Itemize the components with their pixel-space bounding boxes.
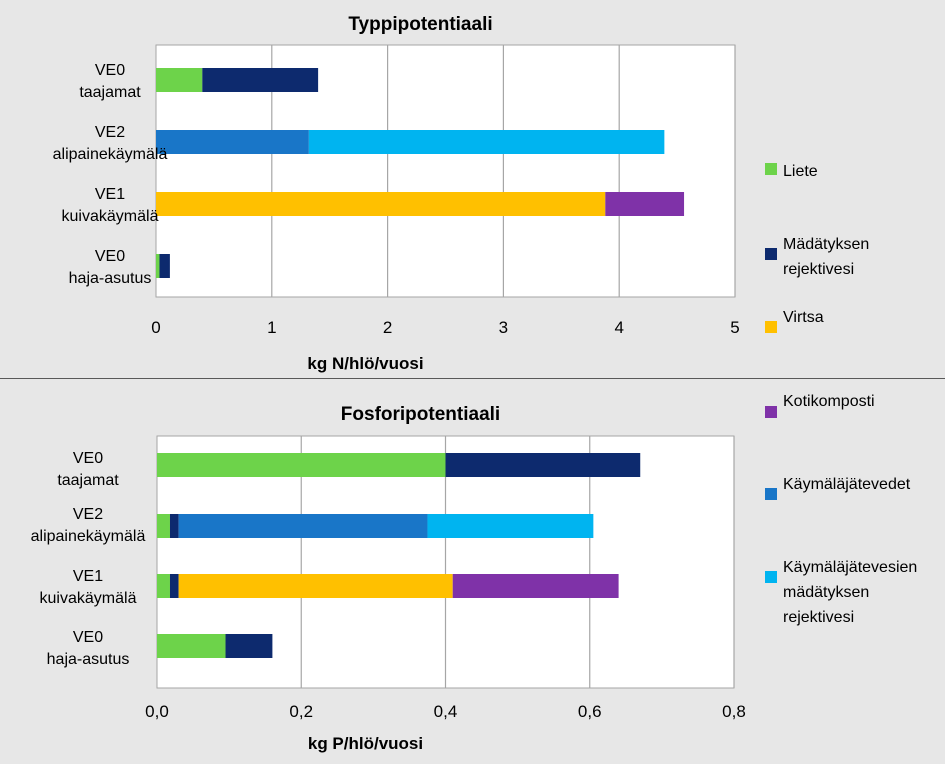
legend-label: mädätyksen [783, 584, 869, 601]
category-label: haja-asutus [69, 270, 152, 287]
legend-swatch-kotikomposti [765, 406, 777, 418]
legend-swatch-madatyksen_rejektivesi [765, 248, 777, 260]
bar-kotikomposti [452, 574, 619, 598]
category-label: VE2 [95, 124, 125, 141]
bar-liete [157, 514, 170, 538]
x-tick-label: 0 [151, 318, 160, 337]
x-tick-label: 0,8 [722, 702, 746, 721]
category-label: haja-asutus [47, 651, 130, 668]
x-axis-label: kg P/hlö/vuosi [308, 734, 423, 753]
bar-liete [157, 453, 446, 477]
bar-madatyksen_rejektivesi [159, 254, 170, 278]
panel-divider [0, 378, 945, 379]
x-tick-label: 2 [383, 318, 392, 337]
bar-virtsa [156, 192, 606, 216]
x-tick-label: 0,0 [145, 702, 169, 721]
bar-liete [156, 254, 160, 278]
category-label: VE1 [73, 568, 103, 585]
category-label: VE1 [95, 186, 125, 203]
bar-kaymalajatevesien_rejektivesi [308, 130, 665, 154]
chart-title: Typpipotentiaali [348, 14, 492, 35]
bar-kaymalajatevesien_rejektivesi [427, 514, 594, 538]
bar-madatyksen_rejektivesi [169, 514, 179, 538]
x-tick-label: 0,2 [289, 702, 313, 721]
bar-virtsa [178, 574, 453, 598]
category-label: VE0 [95, 62, 125, 79]
category-label: VE0 [95, 248, 125, 265]
x-tick-label: 4 [614, 318, 623, 337]
legend-label: Mädätyksen [783, 236, 869, 253]
category-label: VE0 [73, 629, 103, 646]
bar-kotikomposti [605, 192, 685, 216]
bar-liete [156, 68, 203, 92]
category-label: alipainekäymälä [31, 528, 146, 545]
legend-label: rejektivesi [783, 261, 854, 278]
category-label: alipainekäymälä [53, 146, 168, 163]
bar-liete [157, 574, 170, 598]
bar-kaymalajatevedet [178, 514, 428, 538]
legend-label: Käymäläjätevesien [783, 559, 917, 576]
legend-label: Kotikomposti [783, 393, 875, 410]
legend-label: Käymäläjätevedet [783, 476, 911, 493]
bar-madatyksen_rejektivesi [225, 634, 273, 658]
bar-madatyksen_rejektivesi [169, 574, 179, 598]
bar-kaymalajatevedet [156, 130, 309, 154]
x-tick-label: 0,6 [578, 702, 602, 721]
legend-swatch-kaymalajatevedet [765, 488, 777, 500]
x-tick-label: 5 [730, 318, 739, 337]
bar-madatyksen_rejektivesi [202, 68, 319, 92]
legend-label: Liete [783, 163, 818, 180]
legend-label: rejektivesi [783, 609, 854, 626]
category-label: taajamat [79, 84, 141, 101]
chart-title: Fosforipotentiaali [341, 404, 500, 425]
category-label: kuivakäymälä [40, 590, 137, 607]
bar-madatyksen_rejektivesi [445, 453, 641, 477]
category-label: VE2 [73, 506, 103, 523]
category-label: kuivakäymälä [62, 208, 159, 225]
legend-swatch-liete [765, 163, 777, 175]
legend-swatch-kaymalajatevesien_rejektivesi [765, 571, 777, 583]
legend-label: Virtsa [783, 309, 824, 326]
x-tick-label: 0,4 [434, 702, 458, 721]
category-label: VE0 [73, 450, 103, 467]
category-label: taajamat [57, 472, 119, 489]
x-tick-label: 1 [267, 318, 276, 337]
x-axis-label: kg N/hlö/vuosi [307, 354, 423, 373]
bar-liete [157, 634, 226, 658]
legend-swatch-virtsa [765, 321, 777, 333]
x-tick-label: 3 [499, 318, 508, 337]
